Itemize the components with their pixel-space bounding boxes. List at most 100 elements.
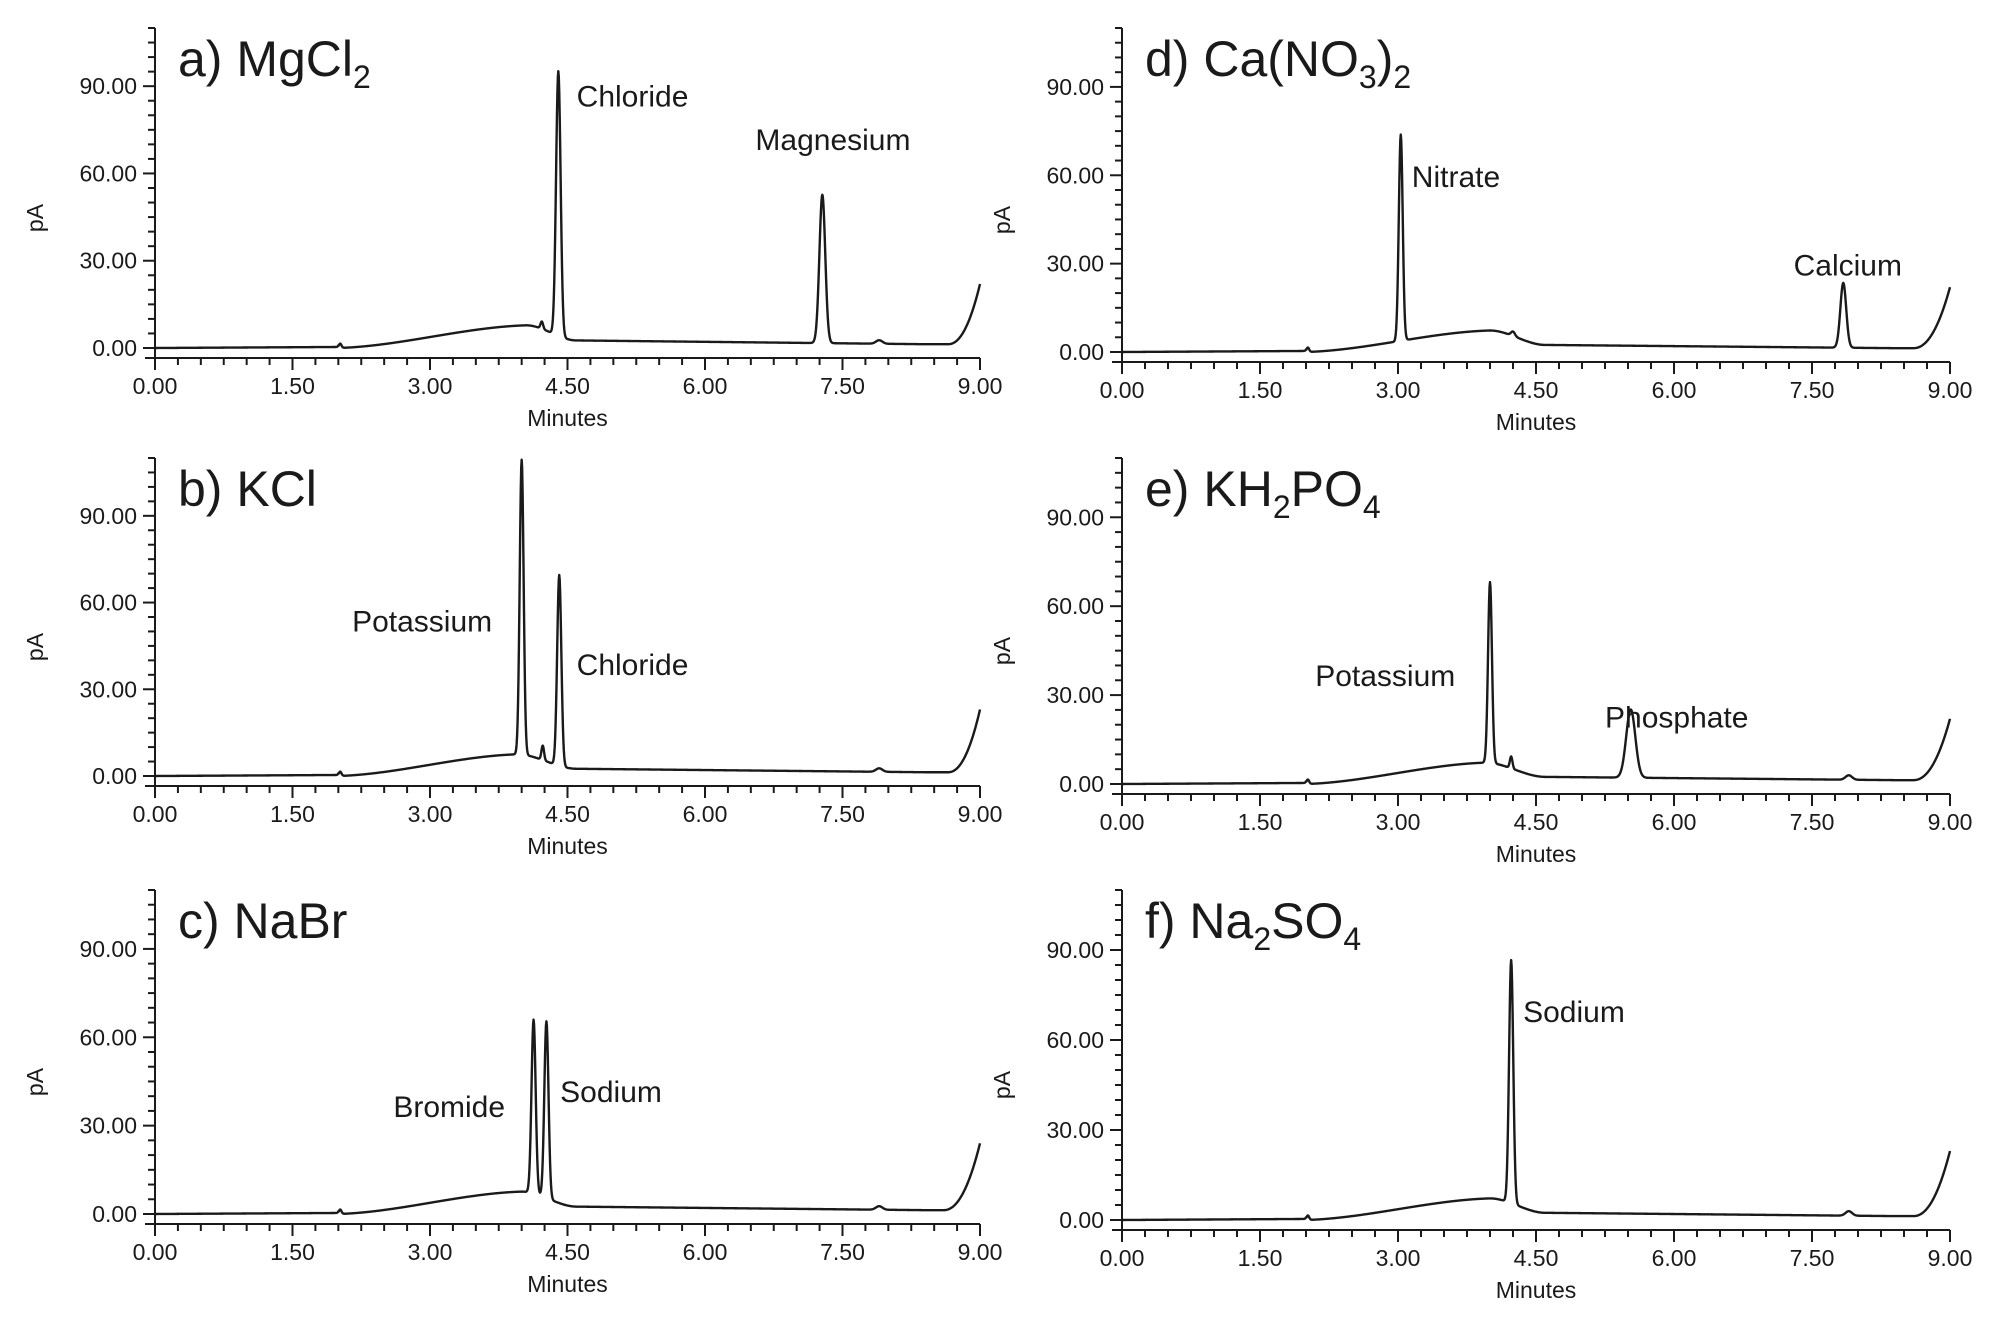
- y-axis-title: pA: [989, 636, 1015, 665]
- chart-panel-4: 0.00 1.50 3.00 4.50 6.00 7.50 9.00 0.00 30.00 60.…: [989, 27, 1973, 435]
- peak-label: Sodium: [1523, 996, 1625, 1029]
- chromatogram-trace: [154, 1018, 982, 1216]
- peak-label: Chloride: [577, 649, 689, 682]
- y-tick-label: 90.00: [1046, 74, 1104, 100]
- x-tick-label: 9.00: [958, 373, 1003, 399]
- x-tick-label: 3.00: [1376, 1245, 1421, 1271]
- chromatogram-trace: [154, 69, 982, 350]
- x-tick-label: 1.50: [1238, 1245, 1283, 1271]
- peak-label: Potassium: [352, 605, 492, 638]
- x-tick-label: 7.50: [1790, 809, 1835, 835]
- x-tick-label: 4.50: [1514, 377, 1559, 403]
- y-axis-title: pA: [22, 1067, 48, 1096]
- x-tick-label: 0.00: [1100, 1245, 1145, 1271]
- chart-panel-2: 0.00 1.50 3.00 4.50 6.00 7.50 9.00 0.00 30.00 60.…: [22, 457, 1003, 859]
- y-tick-label: 60.00: [1046, 593, 1104, 619]
- chromatogram-trace: [1121, 133, 1952, 354]
- y-tick-label: 0.00: [1059, 1207, 1104, 1233]
- chart-panel-5: 0.00 1.50 3.00 4.50 6.00 7.50 9.00 0.00 30.00 60.…: [989, 457, 1973, 867]
- x-tick-label: 6.00: [1652, 377, 1697, 403]
- y-tick-label: 30.00: [1046, 682, 1104, 708]
- x-axis-title: Minutes: [1496, 1277, 1577, 1303]
- x-tick-label: 7.50: [820, 1239, 865, 1265]
- panel-title: c) NaBr: [178, 893, 347, 949]
- chart-panel-1: 0.00 1.50 3.00 4.50 6.00 7.50 9.00 0.00 30.00 60.…: [22, 27, 1003, 431]
- y-tick-label: 60.00: [79, 160, 137, 186]
- chart-panel-3: 0.00 1.50 3.00 4.50 6.00 7.50 9.00 0.00 30.00 60.…: [22, 889, 1003, 1297]
- peak-label: Nitrate: [1412, 161, 1500, 194]
- peak-label: Bromide: [393, 1091, 505, 1124]
- y-tick-label: 60.00: [1046, 162, 1104, 188]
- x-tick-label: 9.00: [1928, 1245, 1973, 1271]
- x-tick-label: 1.50: [270, 1239, 315, 1265]
- x-tick-label: 7.50: [1790, 1245, 1835, 1271]
- x-tick-label: 6.00: [683, 801, 728, 827]
- panel-title: d) Ca(NO3)2: [1145, 31, 1411, 95]
- y-tick-label: 90.00: [79, 73, 137, 99]
- y-tick-label: 30.00: [79, 676, 137, 702]
- y-tick-label: 30.00: [1046, 1117, 1104, 1143]
- x-tick-label: 9.00: [958, 801, 1003, 827]
- y-tick-label: 30.00: [79, 248, 137, 274]
- y-tick-label: 90.00: [1046, 504, 1104, 530]
- x-tick-label: 3.00: [1376, 377, 1421, 403]
- x-tick-label: 0.00: [1100, 809, 1145, 835]
- x-tick-label: 1.50: [1238, 809, 1283, 835]
- x-axis-title: Minutes: [527, 833, 608, 859]
- chart-panel-6: 0.00 1.50 3.00 4.50 6.00 7.50 9.00 0.00 30.00 60.…: [989, 889, 1973, 1303]
- x-tick-label: 4.50: [1514, 1245, 1559, 1271]
- y-tick-label: 30.00: [1046, 251, 1104, 277]
- x-tick-label: 9.00: [958, 1239, 1003, 1265]
- y-tick-label: 0.00: [92, 1201, 137, 1227]
- x-tick-label: 4.50: [545, 1239, 590, 1265]
- x-tick-label: 3.00: [1376, 809, 1421, 835]
- y-axis-title: pA: [989, 1070, 1015, 1099]
- y-tick-label: 0.00: [1059, 339, 1104, 365]
- panel-title: e) KH2PO4: [1145, 461, 1381, 525]
- peak-label: Chloride: [577, 81, 689, 114]
- x-tick-label: 9.00: [1928, 809, 1973, 835]
- x-tick-label: 6.00: [683, 1239, 728, 1265]
- x-tick-label: 4.50: [1514, 809, 1559, 835]
- x-axis-title: Minutes: [1496, 841, 1577, 867]
- y-tick-label: 90.00: [1046, 937, 1104, 963]
- y-tick-label: 60.00: [79, 590, 137, 616]
- peak-label: Calcium: [1794, 249, 1902, 282]
- chromatogram-trace: [1121, 580, 1952, 786]
- panel-title: f) Na2SO4: [1145, 893, 1361, 957]
- x-axis-title: Minutes: [527, 1271, 608, 1297]
- y-tick-label: 90.00: [79, 503, 137, 529]
- panel-title: a) MgCl2: [178, 31, 371, 95]
- peak-label: Phosphate: [1605, 702, 1748, 735]
- x-tick-label: 7.50: [820, 373, 865, 399]
- peak-label: Sodium: [560, 1076, 662, 1109]
- x-tick-label: 6.00: [1652, 1245, 1697, 1271]
- x-tick-label: 3.00: [408, 801, 453, 827]
- x-tick-label: 0.00: [133, 1239, 178, 1265]
- y-tick-label: 0.00: [92, 763, 137, 789]
- x-tick-label: 4.50: [545, 373, 590, 399]
- x-tick-label: 1.50: [270, 373, 315, 399]
- y-tick-label: 60.00: [1046, 1027, 1104, 1053]
- x-tick-label: 7.50: [1790, 377, 1835, 403]
- y-tick-label: 90.00: [79, 936, 137, 962]
- x-axis-title: Minutes: [1496, 409, 1577, 435]
- peak-label: Magnesium: [755, 124, 910, 157]
- y-axis-title: pA: [22, 203, 48, 232]
- x-tick-label: 3.00: [408, 373, 453, 399]
- y-tick-label: 60.00: [79, 1024, 137, 1050]
- y-tick-label: 30.00: [79, 1113, 137, 1139]
- y-tick-label: 0.00: [1059, 771, 1104, 797]
- x-tick-label: 0.00: [133, 373, 178, 399]
- y-axis-title: pA: [989, 205, 1015, 234]
- x-tick-label: 6.00: [683, 373, 728, 399]
- x-tick-label: 0.00: [1100, 377, 1145, 403]
- y-axis-title: pA: [22, 632, 48, 661]
- x-tick-label: 1.50: [1238, 377, 1283, 403]
- peak-label: Potassium: [1315, 660, 1455, 693]
- chromatogram-trace: [1121, 958, 1952, 1222]
- x-tick-label: 1.50: [270, 801, 315, 827]
- x-tick-label: 9.00: [1928, 377, 1973, 403]
- panel-title: b) KCl: [178, 461, 317, 517]
